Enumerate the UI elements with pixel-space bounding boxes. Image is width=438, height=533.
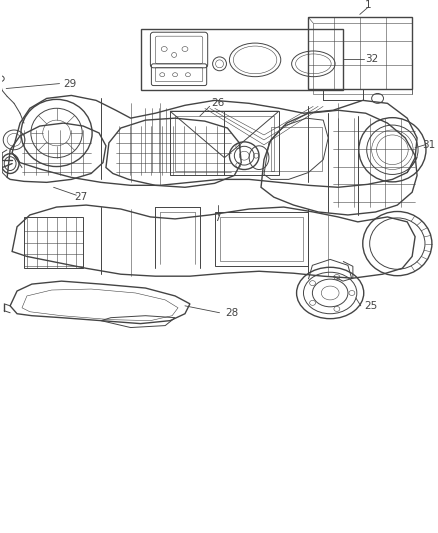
Text: 29: 29 bbox=[63, 78, 76, 88]
Bar bbox=[308, 18, 412, 88]
Bar bbox=[141, 29, 343, 91]
Bar bbox=[271, 127, 322, 172]
Text: 32: 32 bbox=[365, 54, 378, 64]
Text: 31: 31 bbox=[422, 140, 435, 150]
Text: 27: 27 bbox=[74, 192, 88, 202]
Text: 7: 7 bbox=[214, 213, 221, 223]
Bar bbox=[175, 116, 274, 171]
Bar bbox=[215, 212, 308, 266]
Bar bbox=[170, 111, 279, 175]
Bar bbox=[24, 217, 83, 268]
Text: 26: 26 bbox=[211, 98, 224, 108]
Text: 25: 25 bbox=[364, 301, 377, 311]
Bar bbox=[313, 23, 412, 94]
Text: 28: 28 bbox=[225, 308, 238, 318]
Text: 1: 1 bbox=[364, 0, 371, 10]
Bar bbox=[219, 217, 304, 261]
